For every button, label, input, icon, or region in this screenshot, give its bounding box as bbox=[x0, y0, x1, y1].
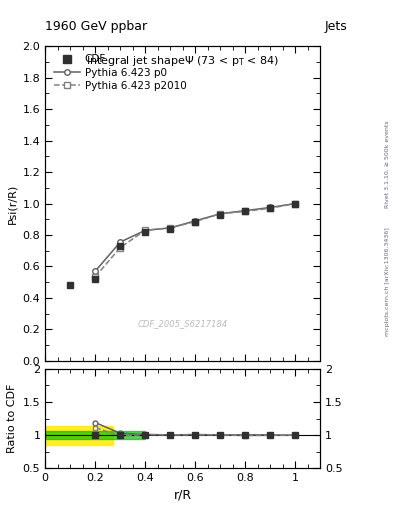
Text: mcplots.cern.ch [arXiv:1306.3436]: mcplots.cern.ch [arXiv:1306.3436] bbox=[385, 227, 389, 336]
Text: 1960 GeV ppbar: 1960 GeV ppbar bbox=[45, 20, 147, 33]
Bar bbox=[45, 431, 145, 439]
Y-axis label: Ratio to CDF: Ratio to CDF bbox=[7, 384, 17, 453]
Y-axis label: Psi(r/R): Psi(r/R) bbox=[7, 183, 17, 224]
Legend: CDF, Pythia 6.423 p0, Pythia 6.423 p2010: CDF, Pythia 6.423 p0, Pythia 6.423 p2010 bbox=[50, 51, 190, 94]
Text: CDF_2005_S6217184: CDF_2005_S6217184 bbox=[138, 318, 228, 328]
Text: Integral jet shape$\mathit{\Psi}$ (73 < p$_\mathsf{T}$ < 84): Integral jet shape$\mathit{\Psi}$ (73 < … bbox=[86, 54, 279, 68]
X-axis label: r/R: r/R bbox=[174, 489, 192, 502]
Text: Rivet 3.1.10, ≥ 500k events: Rivet 3.1.10, ≥ 500k events bbox=[385, 120, 389, 208]
Text: Jets: Jets bbox=[325, 20, 348, 33]
Bar bbox=[45, 426, 113, 444]
